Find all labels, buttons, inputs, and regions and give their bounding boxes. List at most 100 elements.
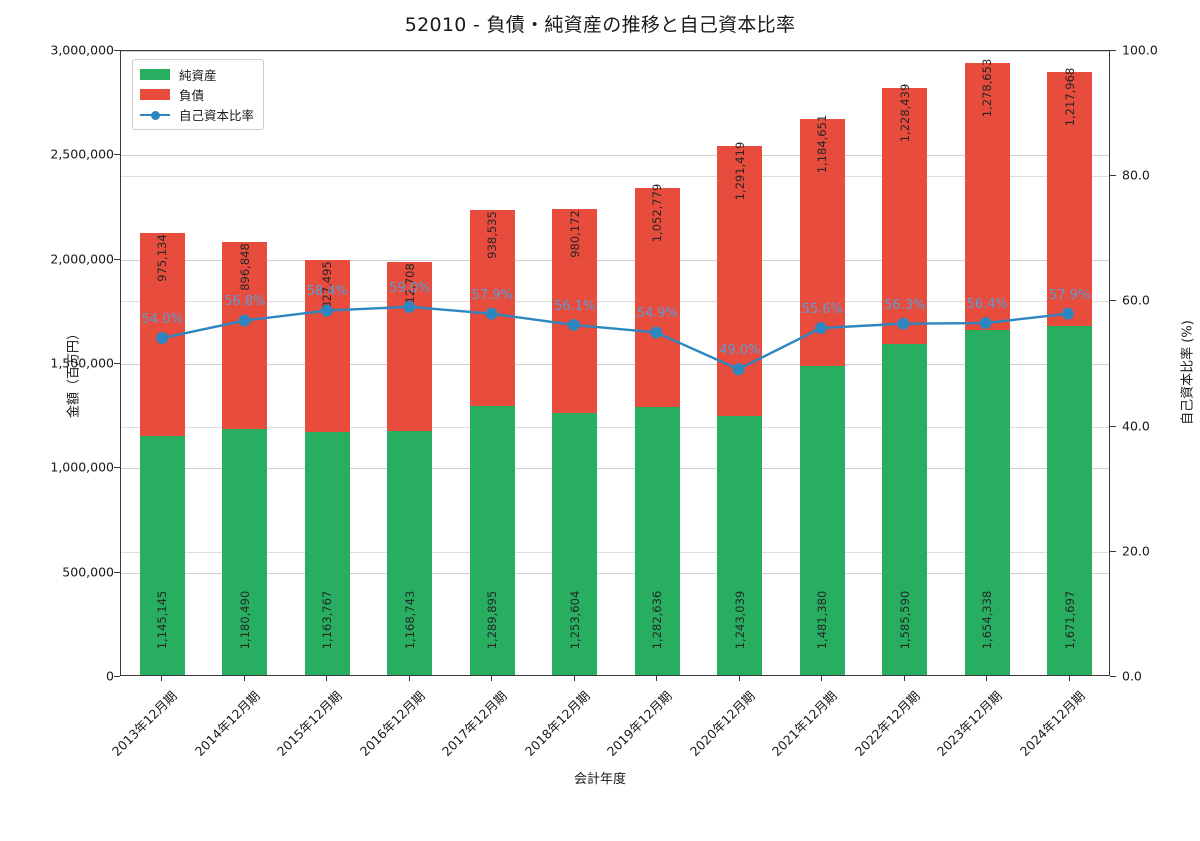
legend-item-ratio: 自己資本比率 xyxy=(140,106,254,123)
ratio-data-point[interactable] xyxy=(650,326,663,339)
ratio-data-point[interactable] xyxy=(897,317,910,330)
y-axis-left-tickmark xyxy=(114,50,120,51)
plot-area: 1,145,145 975,134 1,180,490 896,848 1,163,76… xyxy=(120,50,1110,676)
legend-swatch-liability xyxy=(140,89,170,100)
bar-segment-equity[interactable]: 1,243,039 xyxy=(717,415,763,675)
y-axis-left-tickmark xyxy=(114,258,120,260)
ratio-data-point[interactable] xyxy=(979,317,992,330)
bar-segment-equity[interactable]: 1,180,490 xyxy=(222,428,268,675)
bar-segment-liability[interactable]: 896,848 xyxy=(222,241,268,429)
gridline-right xyxy=(121,301,1109,303)
bar-group[interactable]: 1,282,636 1,052,779 xyxy=(634,183,680,675)
x-axis-tick-label[interactable]: 2014年12月期 xyxy=(191,688,263,759)
x-axis-tick-label[interactable]: 2018年12月期 xyxy=(521,688,593,759)
bar-group[interactable]: 1,253,604 980,172 xyxy=(552,208,598,675)
bar-segment-liability[interactable]: 1,217,968 xyxy=(1047,68,1093,327)
x-axis-tickmark xyxy=(573,676,575,681)
x-axis-tickmark xyxy=(1068,676,1070,681)
x-axis-tick-label[interactable]: 2023年12月期 xyxy=(934,688,1005,759)
gridline xyxy=(121,259,1109,261)
bar-group[interactable]: 1,163,767 827,495 xyxy=(304,259,350,675)
bar-segment-equity[interactable]: 1,671,697 xyxy=(1047,326,1093,675)
y-axis-left-tickmark xyxy=(114,363,120,364)
bar-segment-liability[interactable]: 1,052,779 xyxy=(634,183,680,408)
y-axis-right-tickmark xyxy=(1110,676,1116,677)
bar-segment-equity[interactable]: 1,654,338 xyxy=(964,329,1010,675)
x-axis-tickmark xyxy=(243,676,245,681)
ratio-data-point[interactable] xyxy=(485,307,498,320)
bar-segment-liability[interactable]: 1,278,653 xyxy=(964,59,1010,330)
bar-group[interactable]: 1,145,145 975,134 xyxy=(139,232,185,675)
x-axis-tickmark xyxy=(326,676,328,681)
bar-segment-equity[interactable]: 1,168,743 xyxy=(387,431,433,675)
bar-segment-equity[interactable]: 1,481,380 xyxy=(799,365,845,675)
bar-segment-equity[interactable]: 1,145,145 xyxy=(139,436,185,675)
ratio-data-point[interactable] xyxy=(567,318,580,331)
y-axis-right-tickmark xyxy=(1110,425,1116,427)
y-axis-right-tick-label: 20.0 xyxy=(1122,543,1150,559)
page-title: 52010 - 負債・純資産の推移と自己資本比率 xyxy=(404,14,796,36)
legend-label-liability: 負債 xyxy=(179,88,205,103)
x-axis-tick-label[interactable]: 2021年12月期 xyxy=(769,688,840,759)
bar-segment-equity[interactable]: 1,163,767 xyxy=(304,432,350,675)
x-axis-tick-label[interactable]: 2020年12月期 xyxy=(686,688,758,759)
x-axis-tick-label[interactable]: 2019年12月期 xyxy=(604,688,675,759)
legend-item-equity: 純資産 xyxy=(140,66,254,83)
x-axis-tick-label[interactable]: 2016年12月期 xyxy=(356,688,428,759)
gridline xyxy=(121,155,1109,157)
bar-segment-liability[interactable]: 827,495 xyxy=(304,259,350,433)
x-axis-tickmark xyxy=(408,676,410,681)
x-axis-tickmark xyxy=(656,676,658,681)
legend-dot-ratio xyxy=(151,111,160,120)
ratio-data-point[interactable] xyxy=(238,314,251,327)
x-axis-label: 会計年度 xyxy=(573,772,626,787)
bar-group[interactable]: 1,671,697 1,217,968 xyxy=(1047,68,1093,675)
x-axis-tick-label[interactable]: 2015年12月期 xyxy=(274,688,345,759)
bar-group[interactable]: 1,654,338 1,278,653 xyxy=(964,59,1010,675)
bar-segment-liability[interactable]: 812,708 xyxy=(387,261,433,432)
bar-group[interactable]: 1,585,590 1,228,439 xyxy=(882,84,928,675)
x-axis-tickmark xyxy=(491,676,493,681)
ratio-data-point[interactable] xyxy=(156,332,169,345)
x-axis-tick-label[interactable]: 2022年12月期 xyxy=(851,688,923,759)
gridline xyxy=(121,364,1109,365)
x-axis-tickmark xyxy=(986,676,988,681)
y-axis-left-tick-label: 3,000,000 xyxy=(50,42,114,58)
y-axis-left-tick-label: 2,000,000 xyxy=(50,251,114,267)
gridline-right xyxy=(121,176,1109,178)
ratio-data-point[interactable] xyxy=(814,322,827,335)
y-axis-left-tickmark xyxy=(114,154,120,156)
x-axis-tickmark xyxy=(161,676,163,681)
bar-segment-equity[interactable]: 1,289,895 xyxy=(469,405,515,675)
x-axis-tick-label[interactable]: 2017年12月期 xyxy=(439,688,510,759)
ratio-data-point[interactable] xyxy=(732,363,745,376)
bar-segment-equity[interactable]: 1,585,590 xyxy=(882,344,928,675)
legend-marker-ratio xyxy=(140,109,170,120)
y-axis-right-tickmark xyxy=(1110,50,1116,51)
y-axis-left-tick-label: 500,000 xyxy=(62,564,114,580)
bar-segment-liability[interactable]: 1,228,439 xyxy=(882,84,928,345)
y-axis-right-tick-label: 80.0 xyxy=(1122,167,1150,183)
legend-item-liability: 負債 xyxy=(140,86,254,103)
gridline xyxy=(121,572,1109,574)
bar-group[interactable]: 1,168,743 812,708 xyxy=(387,261,433,675)
y-axis-right-tickmark xyxy=(1110,300,1116,302)
y-axis-left-tick-label: 1,000,000 xyxy=(50,459,114,475)
chart-figure: 52010 - 負債・純資産の推移と自己資本比率 金額（百万円） 自己資本比率 … xyxy=(50,14,1195,787)
bar-group[interactable]: 1,180,490 896,848 xyxy=(222,241,268,675)
y-axis-right-tick-label: 60.0 xyxy=(1122,292,1150,308)
ratio-data-point[interactable] xyxy=(1061,307,1074,320)
bar-segment-liability[interactable]: 980,172 xyxy=(552,208,598,414)
ratio-data-point[interactable] xyxy=(403,300,416,313)
bar-group[interactable]: 1,481,380 1,184,651 xyxy=(799,114,845,675)
bar-segment-equity[interactable]: 1,253,604 xyxy=(552,413,598,675)
ratio-line-layer xyxy=(156,300,1074,376)
y-axis-right-tick-label: 40.0 xyxy=(1122,418,1150,434)
x-axis-tick-label[interactable]: 2013年12月期 xyxy=(109,688,180,759)
x-axis-tick-label[interactable]: 2024年12月期 xyxy=(1016,688,1088,759)
gridline-right xyxy=(121,426,1109,428)
ratio-data-point[interactable] xyxy=(320,304,333,317)
bar-segment-equity[interactable]: 1,282,636 xyxy=(634,407,680,675)
y-axis-left-tick-label: 1,500,000 xyxy=(50,355,114,371)
y-axis-left-tickmark xyxy=(114,571,120,573)
